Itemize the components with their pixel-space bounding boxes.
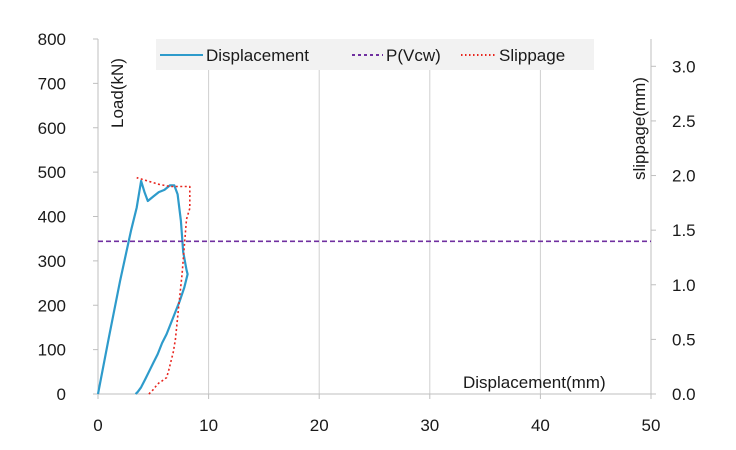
y2-tick-label: 2.0 <box>672 167 696 186</box>
y-tick-label: 200 <box>38 296 66 315</box>
tick-labels: 0 10 20 30 40 5001002003004005006007008000.00… <box>38 30 696 435</box>
legend-background <box>156 39 594 70</box>
y-tick-label: 800 <box>38 30 66 49</box>
axes-frame <box>93 38 656 399</box>
y-tick-label: 500 <box>38 163 66 182</box>
y2-tick-label: 2.5 <box>672 112 696 131</box>
y-tick-label: 700 <box>38 74 66 93</box>
y2-tick-label: 0.0 <box>672 385 696 404</box>
series-line-slippage <box>136 176 191 395</box>
x-tick-label: 0 <box>93 416 102 435</box>
y-tick-label: 400 <box>38 208 66 227</box>
series-line-displacement <box>96 179 189 395</box>
grid-layer <box>208 39 541 394</box>
y-axis-title: Load(kN) <box>108 58 127 128</box>
y-tick-label: 300 <box>38 252 66 271</box>
y2-tick-label: 1.0 <box>672 276 696 295</box>
x-tick-label: 30 <box>420 416 439 435</box>
y2-axis-title: slippage(mm) <box>630 77 649 180</box>
y2-tick-label: 3.0 <box>672 57 696 76</box>
legend: Displacement P(Vcw) Slippage <box>156 39 594 70</box>
y2-tick-label: 0.5 <box>672 330 696 349</box>
y-tick-label: 600 <box>38 119 66 138</box>
x-tick-label: 20 <box>310 416 329 435</box>
y2-tick-label: 1.5 <box>672 221 696 240</box>
legend-label-slippage: Slippage <box>499 46 565 65</box>
y-tick-label: 100 <box>38 341 66 360</box>
legend-label-pvcw: P(Vcw) <box>386 46 441 65</box>
x-tick-label: 50 <box>642 416 661 435</box>
x-axis-title: Displacement(mm) <box>463 373 606 392</box>
x-tick-label: 10 <box>199 416 218 435</box>
x-tick-label: 40 <box>531 416 550 435</box>
y-tick-label: 0 <box>57 385 66 404</box>
series-layer <box>96 176 651 395</box>
legend-label-displacement: Displacement <box>206 46 309 65</box>
